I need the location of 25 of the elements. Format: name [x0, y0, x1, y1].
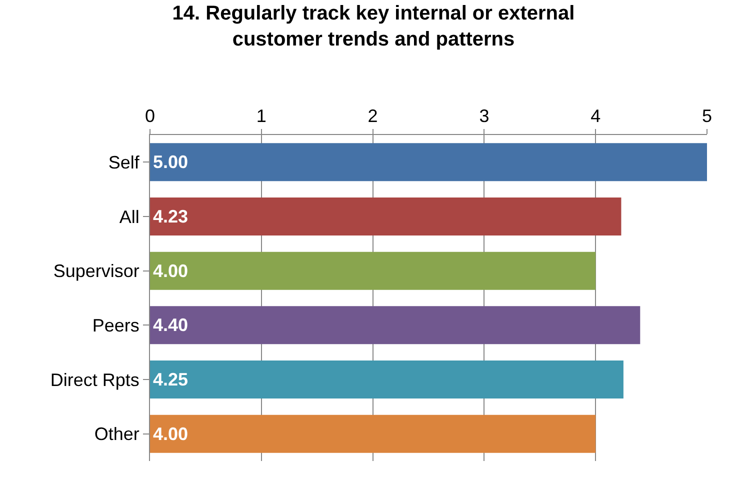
x-tick-label: 2	[368, 106, 378, 126]
bar	[150, 197, 622, 236]
chart-title: 14. Regularly track key internal or external customer trends and patterns	[172, 2, 575, 51]
data-label: 4.25	[153, 370, 188, 390]
bar	[150, 414, 596, 453]
y-tick-label: Other	[94, 424, 140, 444]
data-label: 4.00	[153, 424, 188, 444]
data-label: 4.40	[153, 315, 188, 336]
bar	[150, 360, 624, 399]
y-tick-label: Supervisor	[53, 261, 140, 282]
bar	[150, 143, 707, 182]
data-label: 4.00	[153, 260, 188, 281]
y-tick-label: Self	[108, 152, 140, 172]
x-tick-label: 0	[144, 106, 156, 126]
y-tick-label: All	[119, 206, 140, 227]
x-tick-label: 3	[479, 106, 490, 126]
data-label: 4.23	[153, 206, 188, 226]
x-tick-label: 1	[256, 106, 266, 126]
x-tick-label: 4	[590, 106, 601, 126]
x-tick-label: 5	[702, 106, 712, 126]
y-tick-label: Peers	[92, 315, 140, 336]
data-label: 5.00	[153, 152, 188, 172]
bar	[150, 306, 640, 344]
bar	[150, 252, 596, 290]
y-tick-label: Direct Rpts	[50, 370, 140, 390]
